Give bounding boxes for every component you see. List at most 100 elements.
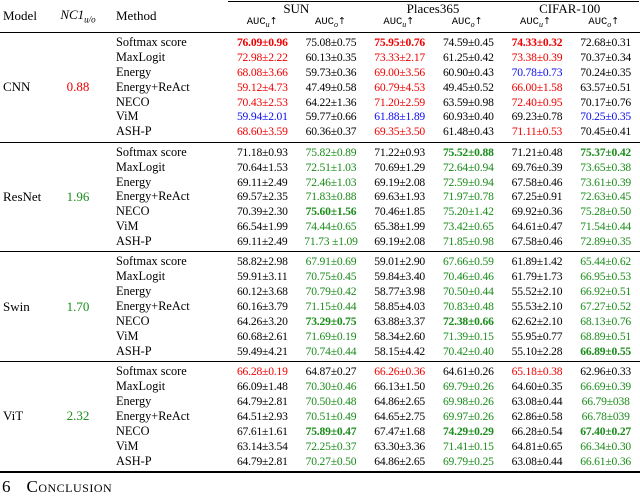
method-label: NECO bbox=[116, 314, 150, 329]
metric-cell: 67.91±0.69 bbox=[305, 255, 357, 269]
metric-cell: 70.64±1.53 bbox=[236, 160, 288, 174]
method-label: ASH-P bbox=[116, 343, 152, 358]
metric-cell: 66.89±0.55 bbox=[580, 344, 632, 358]
metric-cell: 66.34±0.30 bbox=[580, 439, 632, 453]
metric-cell: 64.22±1.36 bbox=[305, 95, 357, 109]
metric-cell: 73.61±0.39 bbox=[580, 175, 632, 189]
metric-cell: 64.86±2.65 bbox=[374, 454, 426, 468]
table-row: Softmax score 76.09±0.96 75.08±0.75 75.95±0… bbox=[106, 35, 640, 50]
method-label: ASH-P bbox=[116, 453, 152, 468]
metric-cell: 59.49±4.21 bbox=[236, 344, 288, 358]
metric-cell: 72.89±0.35 bbox=[580, 235, 632, 249]
metric-cell: 70.83±0.48 bbox=[442, 300, 494, 314]
metric-cell: 75.82±0.89 bbox=[305, 145, 357, 159]
metric-cell: 70.51±0.49 bbox=[305, 409, 357, 423]
metric-cell: 66.26±0.36 bbox=[374, 365, 426, 379]
method-rows: Softmax score 66.28±0.19 64.87±0.27 66.26±0… bbox=[106, 364, 640, 468]
table-row: NECO 67.61±1.61 75.89±0.47 67.47±1.68 74.29±… bbox=[106, 424, 640, 439]
metric-cell: 72.68±0.31 bbox=[580, 36, 632, 49]
metric-cell: 59.91±3.11 bbox=[237, 270, 288, 284]
metric-cell: 58.77±3.98 bbox=[374, 285, 426, 299]
method-label: ViM bbox=[116, 328, 139, 343]
metric-cell: 75.08±0.75 bbox=[305, 36, 357, 49]
metric-cell: 58.15±4.42 bbox=[374, 344, 426, 358]
metric-cell: 58.85±4.03 bbox=[374, 300, 426, 314]
method-label: Softmax score bbox=[116, 35, 187, 49]
metric-cell: 72.46±1.03 bbox=[305, 175, 357, 189]
metric-cell: 69.63±1.93 bbox=[374, 190, 426, 204]
metric-cell: 68.60±3.59 bbox=[236, 125, 288, 139]
metric-cell: 70.30±0.46 bbox=[305, 380, 357, 394]
metric-cell: 70.78±0.73 bbox=[511, 65, 563, 79]
metric-cell: 59.84±3.40 bbox=[374, 270, 426, 284]
metric-cell: 72.25±0.37 bbox=[305, 439, 357, 453]
metric-cell: 70.39±2.30 bbox=[236, 205, 288, 219]
col-header-auc-u: AUCu↑ bbox=[246, 16, 278, 30]
method-rows: Softmax score 58.82±2.98 67.91±0.69 59.01±2… bbox=[106, 254, 640, 358]
metric-cell: 69.19±2.08 bbox=[374, 235, 426, 249]
metric-cell: 71.73 ±1.09 bbox=[304, 235, 358, 249]
metric-cell: 71.83±0.88 bbox=[305, 190, 357, 204]
model-block: ResNet 1.96 Softmax score 71.18±0.93 75.82±0… bbox=[0, 143, 640, 253]
metric-cell: 73.42±0.65 bbox=[442, 220, 494, 234]
metric-cell: 71.39±0.15 bbox=[442, 329, 494, 343]
method-label: ASH-P bbox=[116, 124, 152, 139]
metric-cell: 70.42±0.40 bbox=[442, 344, 494, 358]
metric-cell: 72.59±0.94 bbox=[442, 175, 494, 189]
table-row: ASH-P 68.60±3.59 60.36±0.37 69.35±3.50 61.48… bbox=[106, 124, 640, 139]
method-label: Energy+ReAct bbox=[116, 189, 190, 204]
table-row: Softmax score 66.28±0.19 64.87±0.27 66.26±0… bbox=[106, 364, 640, 379]
metric-cell: 71.41±0.15 bbox=[442, 439, 494, 453]
metric-cell: 71.97±0.78 bbox=[442, 190, 494, 204]
nc1-value: 0.88 bbox=[66, 79, 90, 95]
metric-cell: 66.28±0.19 bbox=[236, 365, 288, 379]
metric-cell: 72.63±0.45 bbox=[580, 190, 632, 204]
table-row: Softmax score 58.82±2.98 67.91±0.69 59.01±2… bbox=[106, 254, 640, 269]
col-header-auc-o: AUCo↑ bbox=[588, 16, 620, 30]
method-label: Energy+ReAct bbox=[116, 408, 190, 423]
metric-cell: 71.20±2.59 bbox=[374, 95, 426, 109]
metric-cell: 70.25±0.35 bbox=[580, 110, 632, 124]
metric-cell: 76.09±0.96 bbox=[236, 36, 288, 49]
method-label: Softmax score bbox=[116, 364, 187, 379]
table-row: Energy+ReAct 60.16±3.79 71.15±0.44 58.85±4.… bbox=[106, 299, 640, 314]
metric-cell: 63.88±3.37 bbox=[374, 315, 426, 329]
method-label: MaxLogit bbox=[116, 159, 166, 174]
method-label: Softmax score bbox=[116, 254, 187, 269]
metric-cell: 61.25±0.42 bbox=[442, 50, 494, 64]
metric-cell: 67.61±1.61 bbox=[236, 424, 288, 438]
metric-cell: 68.89±0.51 bbox=[580, 329, 632, 343]
metric-cell: 72.38±0.66 bbox=[442, 315, 494, 329]
metric-cell: 63.57±0.51 bbox=[580, 80, 632, 94]
method-rows: Softmax score 76.09±0.96 75.08±0.75 75.95±0… bbox=[106, 35, 640, 139]
col-header-auc-u: AUCu↑ bbox=[383, 16, 415, 30]
metric-cell: 75.89±0.47 bbox=[305, 424, 357, 438]
metric-cell: 72.64±0.94 bbox=[442, 160, 494, 174]
method-label: Energy bbox=[116, 174, 152, 189]
metric-cell: 66.92±0.51 bbox=[580, 285, 632, 299]
table-row: MaxLogit 59.91±3.11 70.75±0.45 59.84±3.40 70… bbox=[106, 269, 640, 284]
metric-cell: 64.51±2.93 bbox=[236, 409, 288, 423]
table-row: Energy+ReAct 59.12±4.73 47.49±0.58 60.79±4.… bbox=[106, 80, 640, 95]
method-label: MaxLogit bbox=[116, 269, 166, 284]
metric-cell: 64.26±3.20 bbox=[236, 315, 288, 329]
col-header-auc-o: AUCo↑ bbox=[451, 16, 483, 30]
col-header-nc1: NC1u/o bbox=[60, 7, 96, 25]
group-header-sun: SUN bbox=[283, 1, 310, 16]
metric-cell: 59.12±4.73 bbox=[236, 80, 288, 94]
metric-cell: 66.28±0.54 bbox=[511, 424, 563, 438]
table-row: NECO 64.26±3.20 73.29±0.75 63.88±3.37 72.38±… bbox=[106, 314, 640, 329]
section-number: 6 bbox=[2, 477, 11, 496]
metric-cell: 70.46±0.46 bbox=[442, 270, 494, 284]
table-row: Energy 60.12±3.68 70.79±0.42 58.77±3.98 70.5… bbox=[106, 284, 640, 299]
metric-cell: 69.79±0.25 bbox=[442, 454, 494, 468]
table-row: ViM 59.94±2.01 59.77±0.66 61.88±1.89 60.93±0… bbox=[106, 109, 640, 124]
metric-cell: 67.58±0.46 bbox=[511, 175, 563, 189]
metric-cell: 58.82±2.98 bbox=[236, 255, 288, 269]
metric-cell: 55.10±2.28 bbox=[511, 344, 563, 358]
metric-cell: 70.50±0.44 bbox=[442, 285, 494, 299]
metric-cell: 61.79±1.73 bbox=[511, 270, 563, 284]
metric-cell: 61.88±1.89 bbox=[374, 110, 426, 124]
metric-cell: 70.17±0.76 bbox=[580, 95, 632, 109]
metric-cell: 74.33±0.32 bbox=[511, 36, 563, 49]
